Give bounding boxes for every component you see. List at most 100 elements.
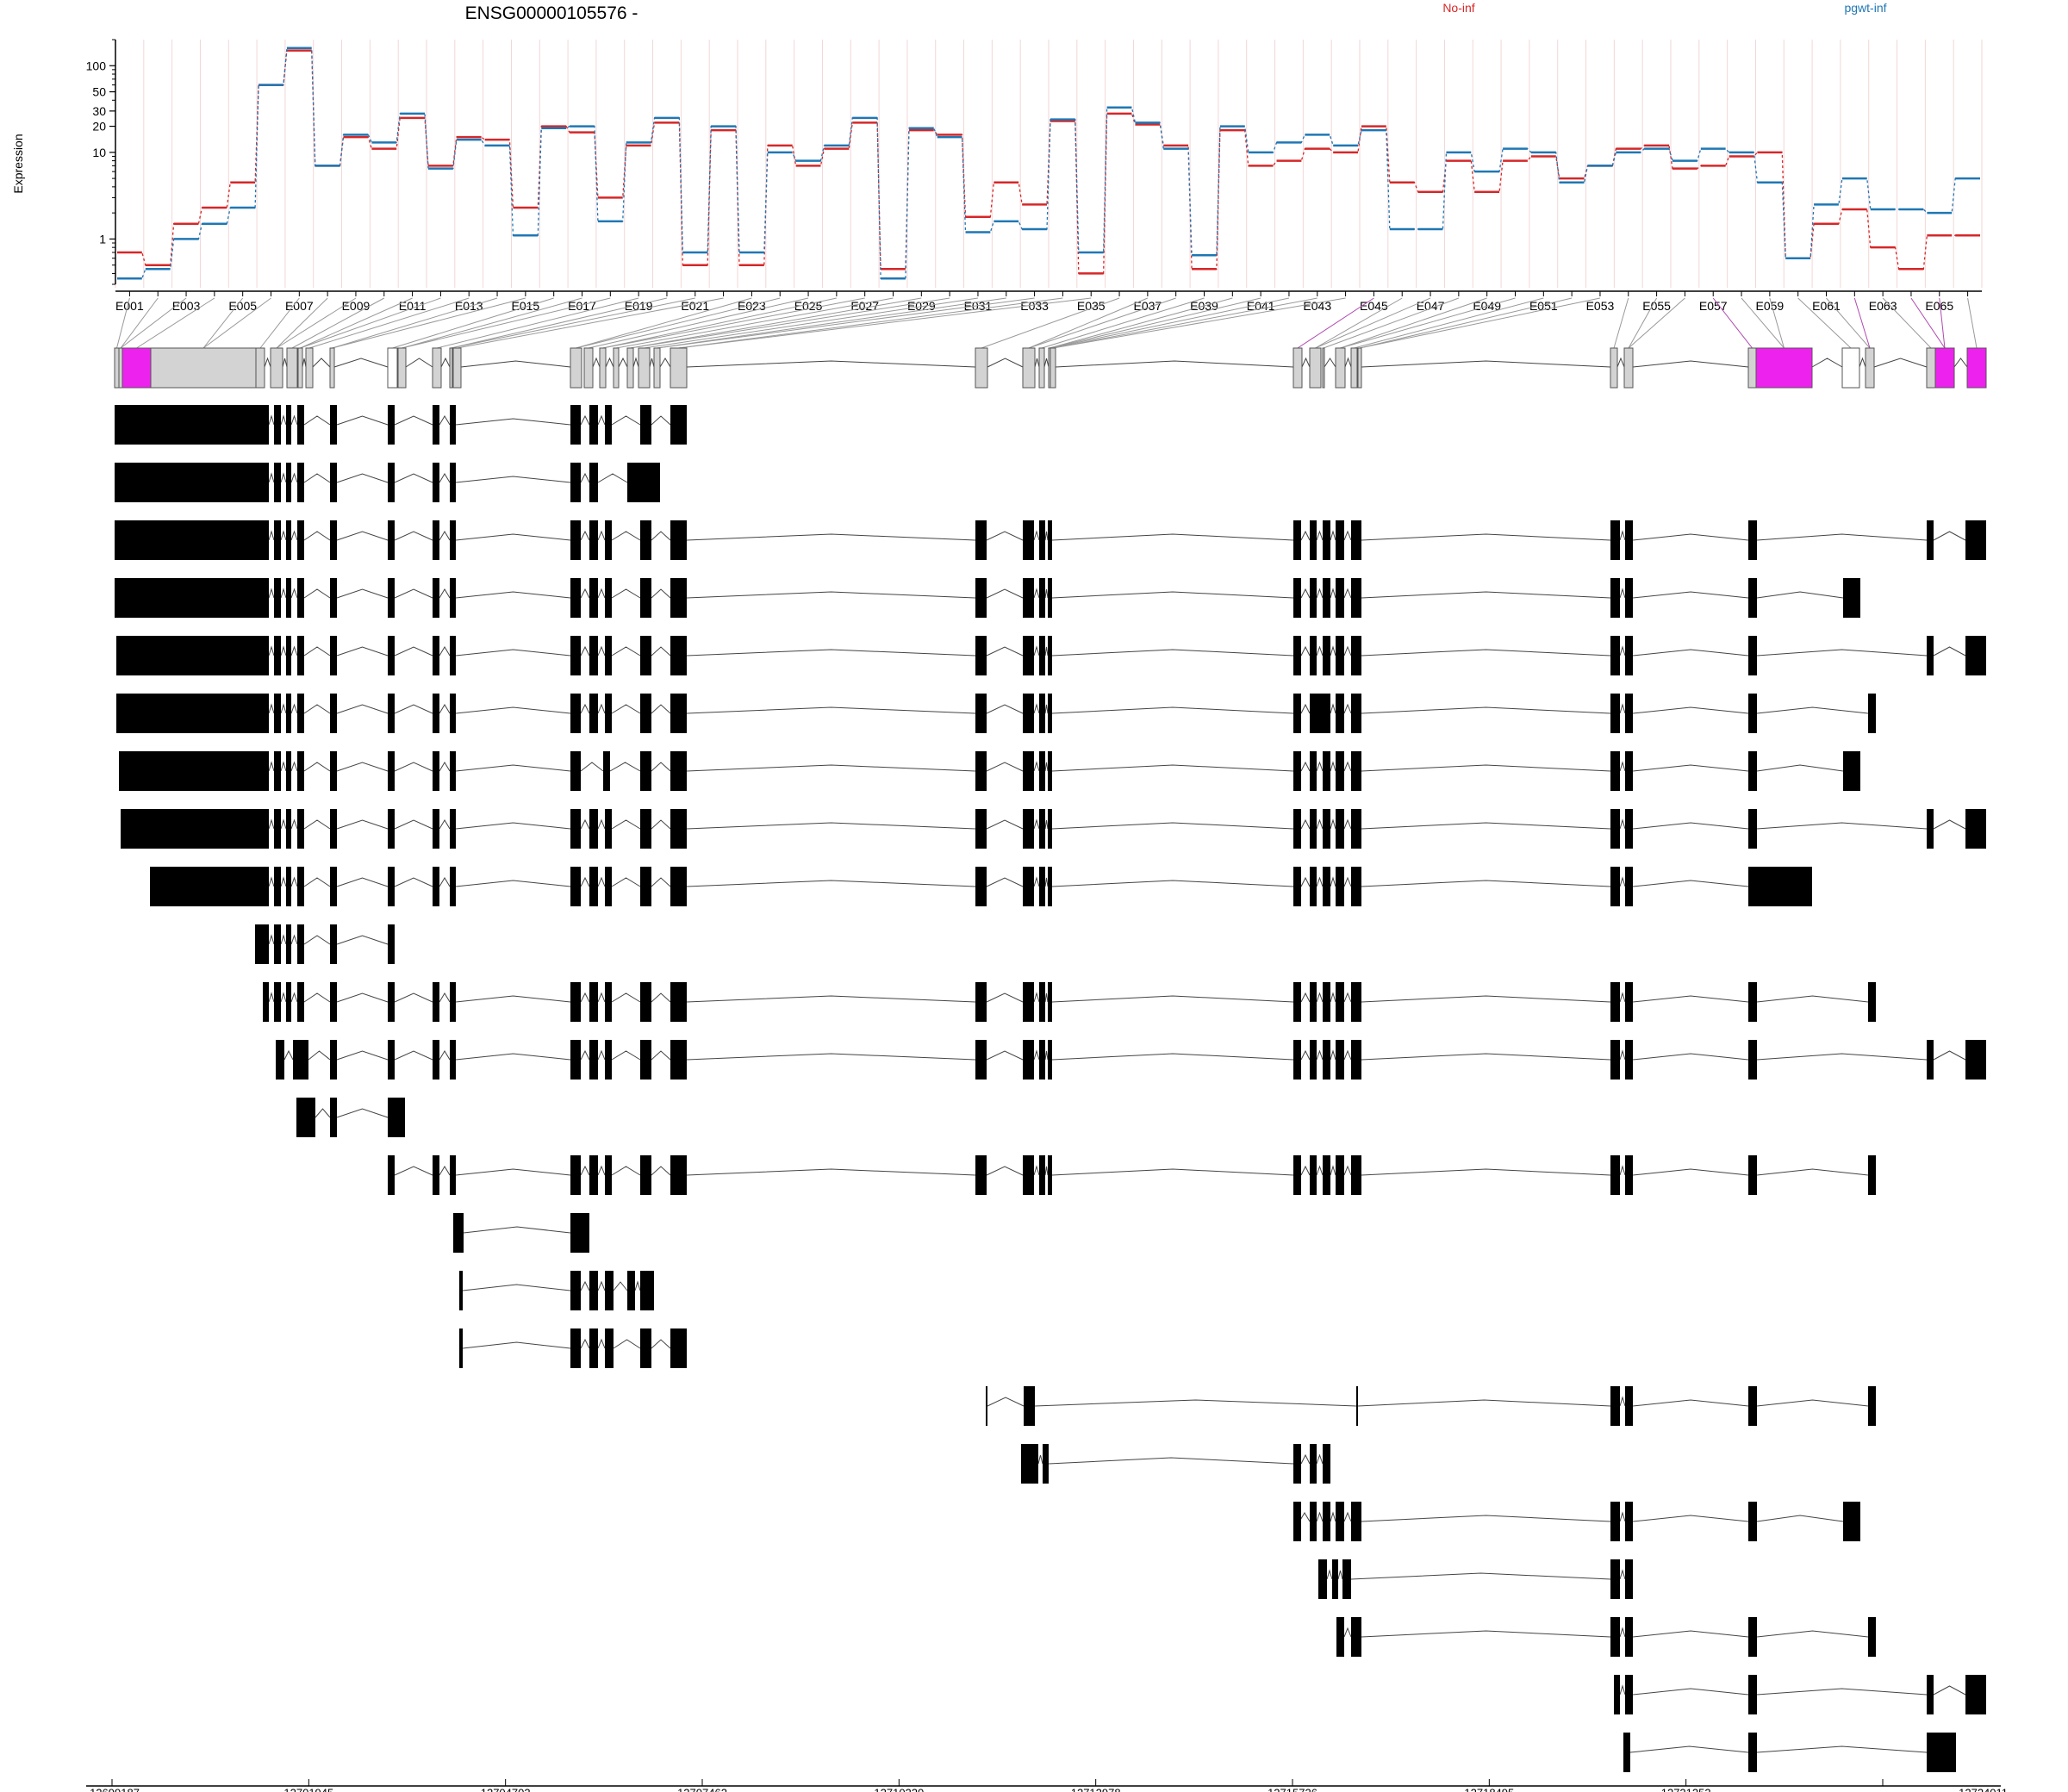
- transcript-exon: [1843, 578, 1860, 618]
- transcript-exon: [1310, 982, 1317, 1022]
- transcript-exon: [297, 982, 304, 1022]
- transcript-exon: [1323, 636, 1330, 675]
- transcript-intron: [1619, 1684, 1966, 1696]
- transcript-exon: [1625, 1040, 1633, 1080]
- transcript-exon: [459, 1328, 463, 1368]
- transcript-exon: [1048, 520, 1052, 560]
- transcript-exon: [1625, 1559, 1633, 1599]
- expression-series: [117, 47, 1980, 280]
- transcript-exon: [589, 694, 598, 733]
- transcript-exon: [670, 1040, 687, 1080]
- transcript-exon: [1023, 1155, 1034, 1195]
- transcript-models: [115, 405, 1986, 1772]
- exon-connector: [630, 297, 922, 349]
- transcript-exon: [1610, 1617, 1620, 1657]
- transcript-exon: [1927, 636, 1934, 675]
- genome-tick-label: 12710220: [874, 1787, 924, 1792]
- transcript-exon: [274, 578, 281, 618]
- gene-exon-block: [1050, 347, 1056, 389]
- transcript: [116, 694, 1876, 733]
- gene-exon-block: [1934, 347, 1955, 389]
- gene-exon-block: [626, 347, 634, 389]
- genome-coordinate-axis: 12699187 12701945 12704703 12707462 12710220…: [86, 1779, 2008, 1792]
- transcript-intron: [268, 876, 1749, 887]
- gene-exon-block: [1610, 347, 1618, 389]
- transcript-exon: [286, 463, 291, 502]
- exon-connector: [1882, 297, 1932, 349]
- transcript-exon: [589, 1328, 598, 1368]
- transcript-exon: [1610, 867, 1620, 906]
- genome-tick-label: 12718495: [1464, 1787, 1514, 1792]
- exon-connector: [1340, 297, 1487, 349]
- transcript-exon: [116, 694, 269, 733]
- y-ticks: 1 10 20 30 50 100: [86, 39, 115, 285]
- exon-connector: [1797, 297, 1852, 349]
- transcript-exon: [1748, 1733, 1757, 1772]
- transcript-exon: [1310, 578, 1317, 618]
- gene-exon-block: [114, 347, 120, 389]
- transcript-intron: [987, 1396, 1869, 1407]
- transcript-exon: [1310, 751, 1317, 791]
- transcript-exon: [297, 751, 304, 791]
- transcript-exon: [433, 694, 439, 733]
- transcript-exon: [1293, 636, 1301, 675]
- exon-connector: [1628, 297, 1658, 349]
- exon-gridlines: [115, 40, 1983, 288]
- transcript: [1614, 1675, 1986, 1714]
- transcript-exon: [1310, 1040, 1317, 1080]
- transcript: [1293, 1502, 1860, 1541]
- transcript-exon: [297, 694, 304, 733]
- transcript-exon: [330, 520, 337, 560]
- transcript-exon: [1625, 751, 1633, 791]
- transcript-exon: [1610, 751, 1620, 791]
- gene-exon-block: [1357, 347, 1362, 389]
- transcript-exon: [1293, 867, 1301, 906]
- legend-pgwt-inf: pgwt-inf: [1844, 1, 1886, 15]
- transcript-exon: [975, 982, 987, 1022]
- transcript-exon: [388, 1098, 405, 1137]
- transcript-exon: [388, 809, 395, 849]
- genome-tick-label: 12724011: [1959, 1787, 2008, 1792]
- transcript-exon: [1843, 751, 1860, 791]
- transcript-exon: [1039, 751, 1045, 791]
- transcript-exon: [640, 1271, 654, 1310]
- exon-connector: [120, 297, 159, 349]
- transcript-exon: [1293, 1040, 1301, 1080]
- gene-exon-block: [1309, 347, 1322, 389]
- transcript-exon: [388, 636, 395, 675]
- transcript: [263, 982, 1876, 1022]
- transcript-exon: [605, 982, 612, 1022]
- transcript: [276, 1040, 1986, 1080]
- transcript-exon: [286, 636, 291, 675]
- genome-tick-label: 12715736: [1268, 1787, 1317, 1792]
- transcript-intron: [268, 530, 1966, 541]
- transcript-exon: [1293, 520, 1301, 560]
- y-axis-label: Expression: [11, 134, 25, 193]
- transcript-intron: [268, 703, 1869, 714]
- transcript-exon: [1625, 1155, 1633, 1195]
- exon-connector: [1052, 297, 1317, 349]
- transcript: [459, 1328, 687, 1368]
- transcript-exon: [330, 636, 337, 675]
- transcript-exon: [297, 636, 304, 675]
- gene-exon-block: [121, 347, 152, 389]
- transcript-exon: [1610, 1155, 1620, 1195]
- transcript-exon: [1351, 751, 1361, 791]
- transcript-exon: [627, 1271, 635, 1310]
- transcript-exon: [1048, 1155, 1052, 1195]
- transcript-exon: [570, 1155, 581, 1195]
- y-tick-label: 20: [92, 120, 106, 134]
- exon-connector: [1359, 297, 1601, 349]
- exon-connector: [1712, 297, 1753, 349]
- transcript-exon: [1927, 1675, 1934, 1714]
- transcript-exon: [1965, 520, 1986, 560]
- transcript-exon: [1297, 1502, 1299, 1541]
- y-tick-label: 30: [92, 104, 106, 118]
- exon-connector: [1826, 297, 1871, 349]
- gene-exon-block: [150, 347, 257, 389]
- transcript-exon: [1748, 1386, 1757, 1426]
- transcript-exon: [1293, 1155, 1301, 1195]
- exon-connector: [602, 297, 865, 349]
- transcript-intron: [1629, 1745, 1928, 1753]
- transcript: [1021, 1444, 1330, 1484]
